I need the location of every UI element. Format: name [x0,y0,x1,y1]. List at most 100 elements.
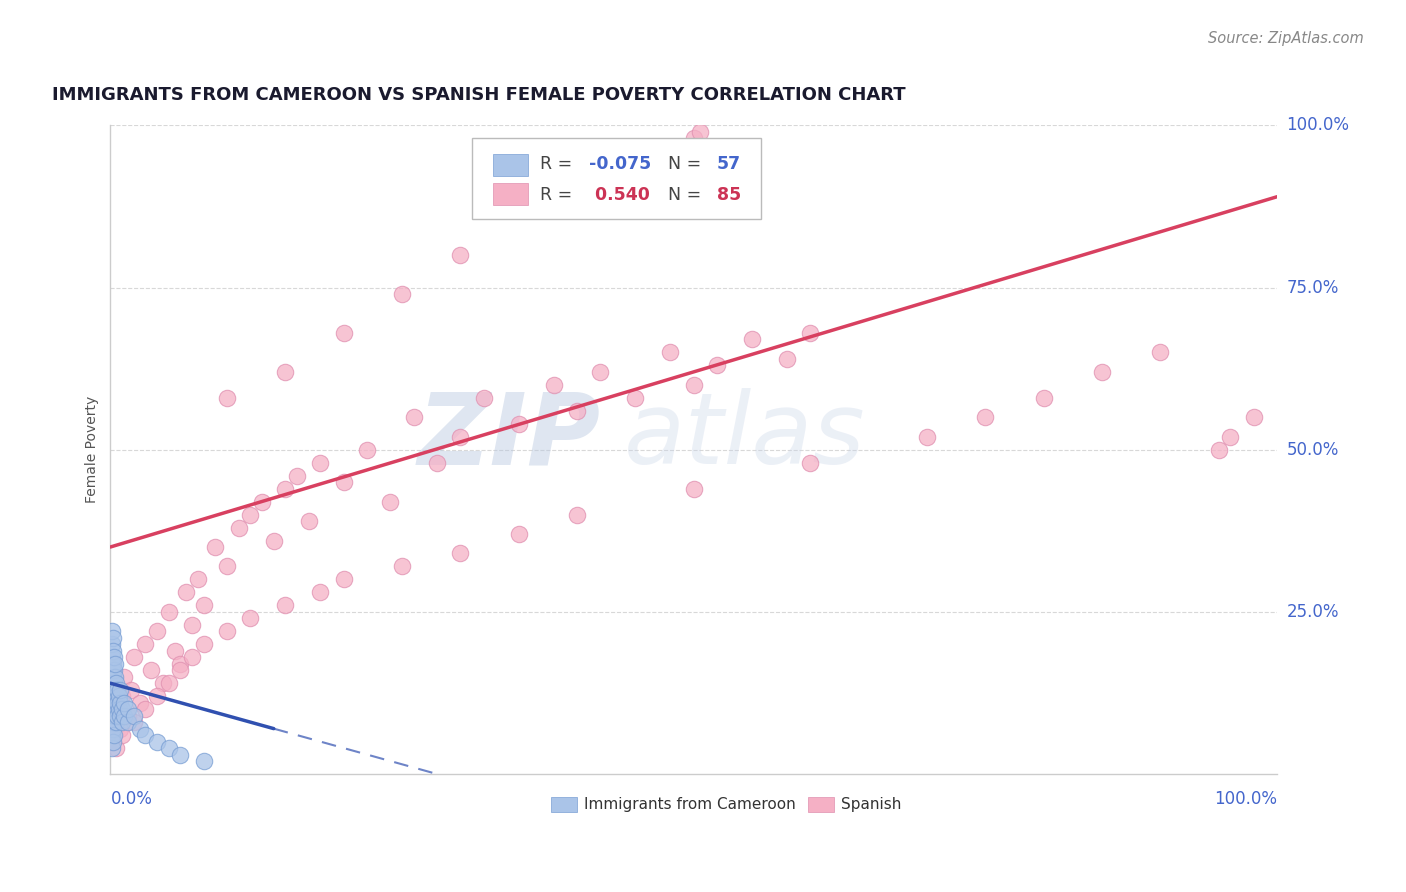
Point [217,624,239,639]
Point [193,754,215,768]
Point [101,670,124,684]
Point [105,676,128,690]
Point [101,715,124,730]
Point [565,404,588,418]
Point [122,650,145,665]
Point [589,365,612,379]
Point [1032,391,1054,405]
Text: R =: R = [540,186,572,203]
Point [776,351,799,366]
Point [146,689,169,703]
Point [107,682,129,697]
Point [543,377,565,392]
Point [157,605,180,619]
Text: IMMIGRANTS FROM CAMEROON VS SPANISH FEMALE POVERTY CORRELATION CHART: IMMIGRANTS FROM CAMEROON VS SPANISH FEMA… [52,87,905,104]
Text: atlas: atlas [624,388,865,485]
Point [181,650,204,665]
Text: 100.0%: 100.0% [1286,116,1350,135]
Point [100,663,122,677]
Point [104,696,127,710]
Point [111,702,134,716]
Point [103,676,125,690]
Point [103,663,125,677]
Text: 57: 57 [717,154,741,173]
Point [356,442,378,457]
Point [682,377,704,392]
Point [117,708,139,723]
Point [298,514,321,528]
FancyBboxPatch shape [551,797,576,813]
Point [285,468,308,483]
Point [565,508,588,522]
Point [659,345,682,359]
Point [472,391,495,405]
Point [100,689,122,703]
Point [101,631,124,645]
Point [103,650,125,665]
Point [100,702,122,716]
FancyBboxPatch shape [494,154,529,176]
Text: 75.0%: 75.0% [1286,278,1339,296]
Y-axis label: Female Poverty: Female Poverty [86,396,100,503]
Point [105,715,128,730]
Text: ZIP: ZIP [418,388,600,485]
Point [117,715,139,730]
Text: 85: 85 [717,186,741,203]
Point [449,430,471,444]
Point [100,650,122,665]
Point [100,637,122,651]
Point [104,657,127,671]
Point [101,722,124,736]
Point [169,657,191,671]
Point [105,741,128,756]
Point [134,702,156,716]
FancyBboxPatch shape [494,183,529,205]
Point [193,599,215,613]
Point [103,728,125,742]
Point [1091,365,1114,379]
Point [146,624,169,639]
Point [101,696,124,710]
Point [117,702,139,716]
Point [174,585,197,599]
Point [274,365,297,379]
Point [107,689,129,703]
Point [274,482,297,496]
Point [108,696,131,710]
Point [193,637,215,651]
Point [915,430,938,444]
Point [100,624,122,639]
Point [508,417,530,431]
Point [146,734,169,748]
Point [204,540,226,554]
Point [799,326,821,340]
Point [332,475,354,490]
Point [169,747,191,762]
Point [122,715,145,730]
Point [103,702,125,716]
Point [426,456,449,470]
Point [974,410,997,425]
Point [108,722,131,736]
Text: 50.0%: 50.0% [1286,441,1339,458]
Point [112,696,135,710]
Point [111,689,134,703]
Point [217,559,239,574]
Point [107,696,129,710]
Point [157,741,180,756]
Point [100,676,122,690]
Point [380,494,402,508]
Point [624,391,647,405]
Point [1208,442,1230,457]
Point [250,494,273,508]
Point [239,508,262,522]
Point [263,533,285,548]
Point [741,333,763,347]
Point [120,682,142,697]
FancyBboxPatch shape [808,797,834,813]
Point [1149,345,1171,359]
Point [100,728,122,742]
FancyBboxPatch shape [472,138,762,219]
Point [105,702,128,716]
Point [101,657,124,671]
